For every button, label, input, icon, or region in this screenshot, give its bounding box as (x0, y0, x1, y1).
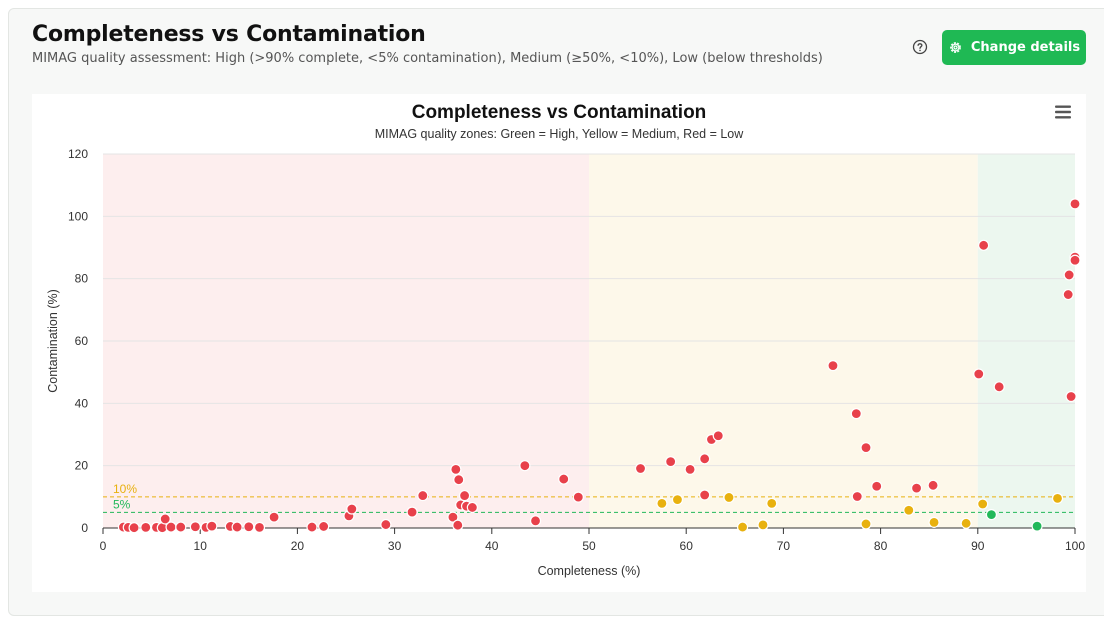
x-tick-label: 100 (1065, 539, 1085, 553)
y-tick-label: 100 (68, 209, 88, 223)
x-tick-label: 40 (485, 539, 499, 553)
data-point-medium (903, 504, 915, 516)
data-point-low (406, 506, 418, 518)
data-point-low (973, 368, 985, 380)
page-subtitle: MIMAG quality assessment: High (>90% com… (32, 51, 823, 66)
y-tick-label: 40 (75, 396, 89, 410)
y-tick-label: 20 (75, 459, 89, 473)
data-point-low (159, 513, 171, 525)
data-point-low (165, 521, 177, 533)
data-point-medium (960, 517, 972, 529)
y-tick-label: 0 (81, 521, 88, 535)
y-tick-label: 120 (68, 147, 88, 161)
x-tick-label: 80 (874, 539, 888, 553)
data-point-low (827, 360, 839, 372)
data-point-low (850, 408, 862, 420)
x-tick-label: 30 (388, 539, 402, 553)
gear-icon (949, 42, 961, 53)
data-point-low (558, 473, 570, 485)
data-point-low (231, 521, 243, 533)
chart-subtitle: MIMAG quality zones: Green = High, Yello… (375, 127, 745, 141)
data-point-low (466, 501, 478, 514)
data-point-low (634, 462, 647, 475)
data-point-low (450, 463, 462, 476)
data-point-low (1065, 390, 1077, 403)
data-point-high (1031, 520, 1043, 532)
data-point-low (519, 460, 531, 472)
x-tick-label: 0 (100, 539, 107, 553)
data-point-medium (928, 516, 940, 528)
data-point-low (1062, 288, 1074, 301)
data-point-low (243, 521, 255, 533)
data-point-low (684, 463, 696, 476)
data-point-low (1069, 254, 1081, 266)
menu-icon[interactable] (1055, 104, 1071, 120)
x-tick-label: 10 (194, 539, 208, 553)
data-point-low (417, 489, 429, 502)
data-point-low (1063, 269, 1075, 281)
data-point-low (306, 521, 318, 533)
threshold-label-10: 10% (113, 482, 137, 496)
data-point-low (447, 511, 459, 523)
y-tick-label: 80 (75, 272, 89, 286)
data-point-low (253, 521, 266, 533)
data-point-low (699, 489, 711, 501)
data-point-low (871, 480, 883, 492)
data-point-low (140, 521, 152, 533)
x-tick-label: 70 (777, 539, 791, 553)
data-point-medium (723, 491, 735, 504)
data-point-low (978, 239, 990, 251)
data-point-medium (656, 497, 668, 509)
data-point-low (665, 456, 677, 468)
data-point-low (380, 518, 392, 531)
data-point-low (128, 522, 140, 534)
data-point-low (851, 490, 863, 503)
data-point-medium (1051, 492, 1064, 504)
change-details-label: Change details (970, 40, 1081, 55)
data-point-low (346, 503, 358, 515)
data-point-low (458, 489, 471, 502)
y-tick-label: 60 (75, 334, 89, 348)
data-point-medium (766, 497, 778, 509)
data-point-low (453, 474, 465, 486)
y-axis-label: Contamination (%) (46, 289, 60, 393)
chart-title: Completeness vs Contamination (412, 102, 707, 123)
x-tick-label: 60 (680, 539, 694, 553)
x-tick-label: 20 (291, 539, 305, 553)
data-point-low (189, 521, 201, 533)
data-point-low (910, 482, 923, 494)
data-point-high (985, 508, 998, 521)
data-point-low (318, 520, 330, 533)
data-point-low (268, 511, 280, 523)
data-point-medium (736, 521, 749, 533)
data-point-medium (757, 519, 769, 531)
data-point-low (175, 521, 187, 533)
x-tick-label: 90 (971, 539, 985, 553)
data-point-low (860, 441, 872, 454)
x-axis-label: Completeness (%) (538, 564, 641, 578)
data-point-low (927, 479, 939, 491)
page-title: Completeness vs Contamination (32, 22, 426, 47)
data-point-low (572, 491, 584, 503)
data-point-low (699, 453, 711, 465)
data-point-medium (977, 498, 989, 510)
x-tick-label: 50 (582, 539, 596, 553)
data-point-low (1069, 198, 1081, 210)
data-point-low (712, 430, 724, 442)
threshold-label-5: 5% (113, 497, 131, 511)
data-point-low (993, 381, 1005, 393)
change-details-button[interactable]: Change details (942, 30, 1086, 65)
question-circle-icon[interactable] (911, 38, 929, 56)
data-point-low (452, 519, 464, 531)
data-point-low (529, 515, 542, 527)
data-point-medium (860, 518, 872, 530)
data-point-low (206, 520, 218, 532)
data-point-medium (671, 494, 684, 506)
